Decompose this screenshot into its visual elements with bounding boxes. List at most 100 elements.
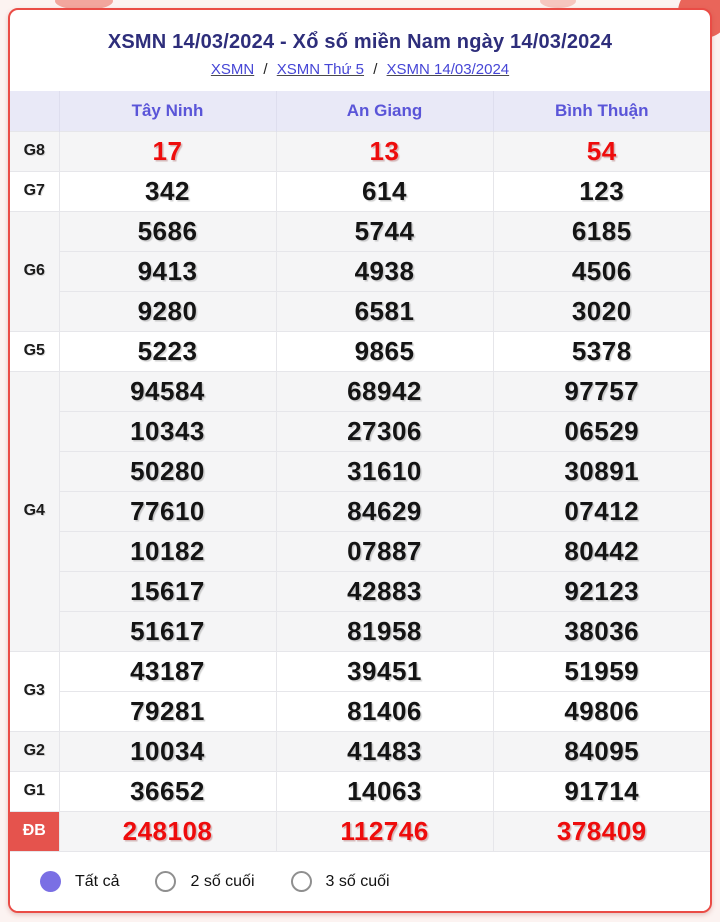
table-row: G4 94584 68942 97757 <box>10 370 710 651</box>
prize-label-g1: G1 <box>10 770 59 811</box>
table-row: G5 5223 9865 5378 <box>10 330 710 371</box>
prize-label-g7: G7 <box>10 170 59 211</box>
table-row: 15617 42883 92123 <box>10 570 710 611</box>
prize-label-g3: G3 <box>10 650 59 731</box>
table-row: ĐB 248108 112746 378409 <box>10 810 710 851</box>
page-title: XSMN 14/03/2024 - Xổ số miền Nam ngày 14… <box>107 31 613 53</box>
table-row: 9280 6581 3020 <box>10 290 710 331</box>
result-number: 9280 <box>58 290 276 331</box>
result-number: 30891 <box>492 450 710 491</box>
filter-option-all[interactable]: Tất cả <box>40 871 119 892</box>
result-number: 06529 <box>492 410 710 451</box>
result-number: 15617 <box>58 570 276 611</box>
result-number: 54 <box>492 130 710 171</box>
result-number: 50280 <box>58 450 276 491</box>
filter-option-last-3-digits[interactable]: 3 số cuối <box>290 871 390 892</box>
result-number: 36652 <box>58 770 276 811</box>
prize-label-g4: G4 <box>10 370 59 651</box>
table-row: G2 10034 41483 84095 <box>10 730 710 771</box>
result-number: 92123 <box>492 570 710 611</box>
lottery-results-card: XSMN 14/03/2024 - Xổ số miền Nam ngày 14… <box>8 8 712 913</box>
result-number: 5686 <box>58 210 276 251</box>
prize-label-g6: G6 <box>10 210 59 331</box>
filter-option-label: 2 số cuối <box>190 872 255 890</box>
result-number: 4506 <box>492 250 710 291</box>
result-number: 6581 <box>275 290 493 331</box>
filter-option-last-2-digits[interactable]: 2 số cuối <box>155 871 255 892</box>
breadcrumb: XSMN / XSMN Thứ 5 / XSMN 14/03/2024 <box>10 61 710 78</box>
background-decoration <box>55 0 113 10</box>
result-number: 4938 <box>275 250 493 291</box>
result-number: 5744 <box>275 210 493 251</box>
result-number: 614 <box>275 170 493 211</box>
result-number: 9865 <box>275 330 493 371</box>
result-number: 80442 <box>492 530 710 571</box>
result-number: 07887 <box>275 530 493 571</box>
prize-label-g2: G2 <box>10 730 59 771</box>
radio-icon[interactable] <box>290 871 312 892</box>
result-number: 248108 <box>58 810 276 851</box>
result-number: 31610 <box>275 450 493 491</box>
breadcrumb-separator: / <box>373 61 378 78</box>
breadcrumb-separator: / <box>263 61 268 78</box>
result-number: 91714 <box>492 770 710 811</box>
breadcrumb-link-xsmn-date[interactable]: XSMN 14/03/2024 <box>386 61 510 78</box>
result-number: 51617 <box>58 610 276 651</box>
result-number: 38036 <box>492 610 710 651</box>
result-number: 378409 <box>492 810 710 851</box>
table-row: 10182 07887 80442 <box>10 530 710 571</box>
result-number: 68942 <box>275 370 493 411</box>
table-row: 77610 84629 07412 <box>10 490 710 531</box>
result-number: 79281 <box>58 690 276 731</box>
results-table: Tây Ninh An Giang Bình Thuận G8 17 13 54 G7 3… <box>10 91 710 851</box>
table-row: G6 5686 5744 6185 <box>10 210 710 331</box>
result-number: 5378 <box>492 330 710 371</box>
table-row: G8 17 13 54 <box>10 130 710 171</box>
breadcrumb-link-xsmn[interactable]: XSMN <box>210 61 255 78</box>
result-number: 112746 <box>275 810 493 851</box>
filter-option-label: 3 số cuối <box>325 872 390 890</box>
table-row: 50280 31610 30891 <box>10 450 710 491</box>
result-number: 77610 <box>58 490 276 531</box>
table-row: G1 36652 14063 91714 <box>10 770 710 811</box>
result-number: 51959 <box>492 650 710 691</box>
column-header-an-giang: An Giang <box>275 91 493 131</box>
table-row: G3 43187 39451 51959 <box>10 650 710 731</box>
result-number: 6185 <box>492 210 710 251</box>
prize-label-g8: G8 <box>10 130 59 171</box>
result-number: 5223 <box>58 330 276 371</box>
result-number: 81958 <box>275 610 493 651</box>
result-number: 10034 <box>58 730 276 771</box>
table-row: 51617 81958 38036 <box>10 610 710 651</box>
result-number: 10343 <box>58 410 276 451</box>
result-number: 13 <box>275 130 493 171</box>
result-number: 97757 <box>492 370 710 411</box>
result-number: 84629 <box>275 490 493 531</box>
result-number: 94584 <box>58 370 276 411</box>
result-number: 123 <box>492 170 710 211</box>
radio-icon[interactable] <box>40 871 61 892</box>
result-number: 14063 <box>275 770 493 811</box>
result-number: 42883 <box>275 570 493 611</box>
column-header-tay-ninh: Tây Ninh <box>58 91 276 131</box>
table-row: 9413 4938 4506 <box>10 250 710 291</box>
result-number: 9413 <box>58 250 276 291</box>
background-decoration <box>540 0 576 8</box>
radio-icon[interactable] <box>155 871 177 892</box>
result-number: 84095 <box>492 730 710 771</box>
result-number: 81406 <box>275 690 493 731</box>
prize-label-g5: G5 <box>10 330 59 371</box>
prize-label-db: ĐB <box>10 810 59 851</box>
filter-option-label: Tất cả <box>75 872 120 890</box>
breadcrumb-link-xsmn-thu-5[interactable]: XSMN Thứ 5 <box>276 61 365 78</box>
column-header-binh-thuan: Bình Thuận <box>492 91 710 131</box>
result-number: 3020 <box>492 290 710 331</box>
result-number: 39451 <box>275 650 493 691</box>
table-row: 79281 81406 49806 <box>10 690 710 731</box>
result-number: 342 <box>58 170 276 211</box>
table-row: G7 342 614 123 <box>10 170 710 211</box>
prize-column-header <box>10 91 59 131</box>
result-number: 27306 <box>275 410 493 451</box>
result-number: 17 <box>58 130 276 171</box>
table-header-row: Tây Ninh An Giang Bình Thuận <box>10 91 710 131</box>
